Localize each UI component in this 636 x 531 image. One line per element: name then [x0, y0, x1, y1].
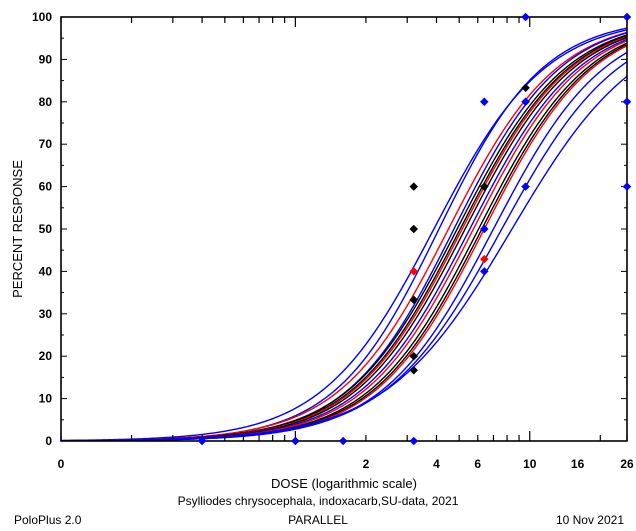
data-point	[622, 182, 632, 191]
x-tick-label: 2	[363, 457, 370, 471]
data-point	[479, 224, 489, 234]
data-point	[197, 436, 207, 446]
fitted-curve-0	[60, 29, 628, 442]
data-point	[521, 97, 530, 107]
date-label: 10 Nov 2021	[555, 513, 624, 527]
y-tick-label: 10	[39, 392, 53, 406]
data-point	[622, 12, 632, 22]
data-point	[521, 182, 530, 191]
x-tick-label: 10	[523, 457, 537, 471]
chart-caption: Psylliodes chrysocephala, indoxacarb,SU-…	[177, 494, 459, 508]
y-tick-label: 80	[39, 95, 53, 109]
fitted-curve-6	[60, 35, 628, 442]
y-tick-label: 40	[39, 264, 53, 278]
y-tick-label: 20	[39, 349, 53, 363]
y-tick-label: 50	[39, 222, 53, 236]
fitted-curve-15	[60, 75, 628, 442]
y-axis-title: PERCENT RESPONSE	[10, 160, 25, 298]
data-point	[521, 83, 530, 93]
x-axis-title: DOSE (logarithmic scale)	[271, 476, 417, 491]
fitted-curves	[60, 27, 628, 442]
fitted-curve-7	[61, 37, 628, 442]
y-tick-label: 90	[39, 52, 53, 66]
data-points	[197, 12, 632, 446]
data-point	[409, 351, 419, 361]
model-label: PARALLEL	[288, 513, 348, 527]
data-point	[479, 97, 489, 107]
data-point	[291, 436, 300, 446]
x-tick-label: 16	[571, 457, 585, 471]
y-tick-label: 60	[39, 180, 53, 194]
data-point	[479, 254, 489, 264]
data-point	[409, 267, 419, 276]
data-point	[409, 295, 419, 305]
data-point	[521, 12, 530, 22]
x-tick-label: 26	[620, 457, 634, 471]
data-point	[409, 182, 419, 191]
software-label: PoloPlus 2.0	[14, 513, 82, 527]
y-tick-label: 0	[45, 434, 52, 448]
axis-ticks: 0 10 20 30 40 50 60 70 80 90 100 0 2 4 6 10 16 26	[32, 10, 634, 471]
data-point	[338, 436, 348, 446]
data-point	[622, 97, 632, 107]
data-point	[479, 267, 489, 276]
data-point	[409, 365, 419, 375]
data-point	[479, 182, 489, 191]
x-tick-label: 4	[433, 457, 440, 471]
y-tick-label: 70	[39, 137, 53, 151]
y-tick-label: 30	[39, 307, 53, 321]
x-tick-label: 0	[58, 457, 65, 471]
x-tick-label: 6	[474, 457, 481, 471]
data-point	[409, 224, 419, 234]
y-tick-label: 100	[32, 10, 52, 24]
data-point	[409, 436, 419, 446]
